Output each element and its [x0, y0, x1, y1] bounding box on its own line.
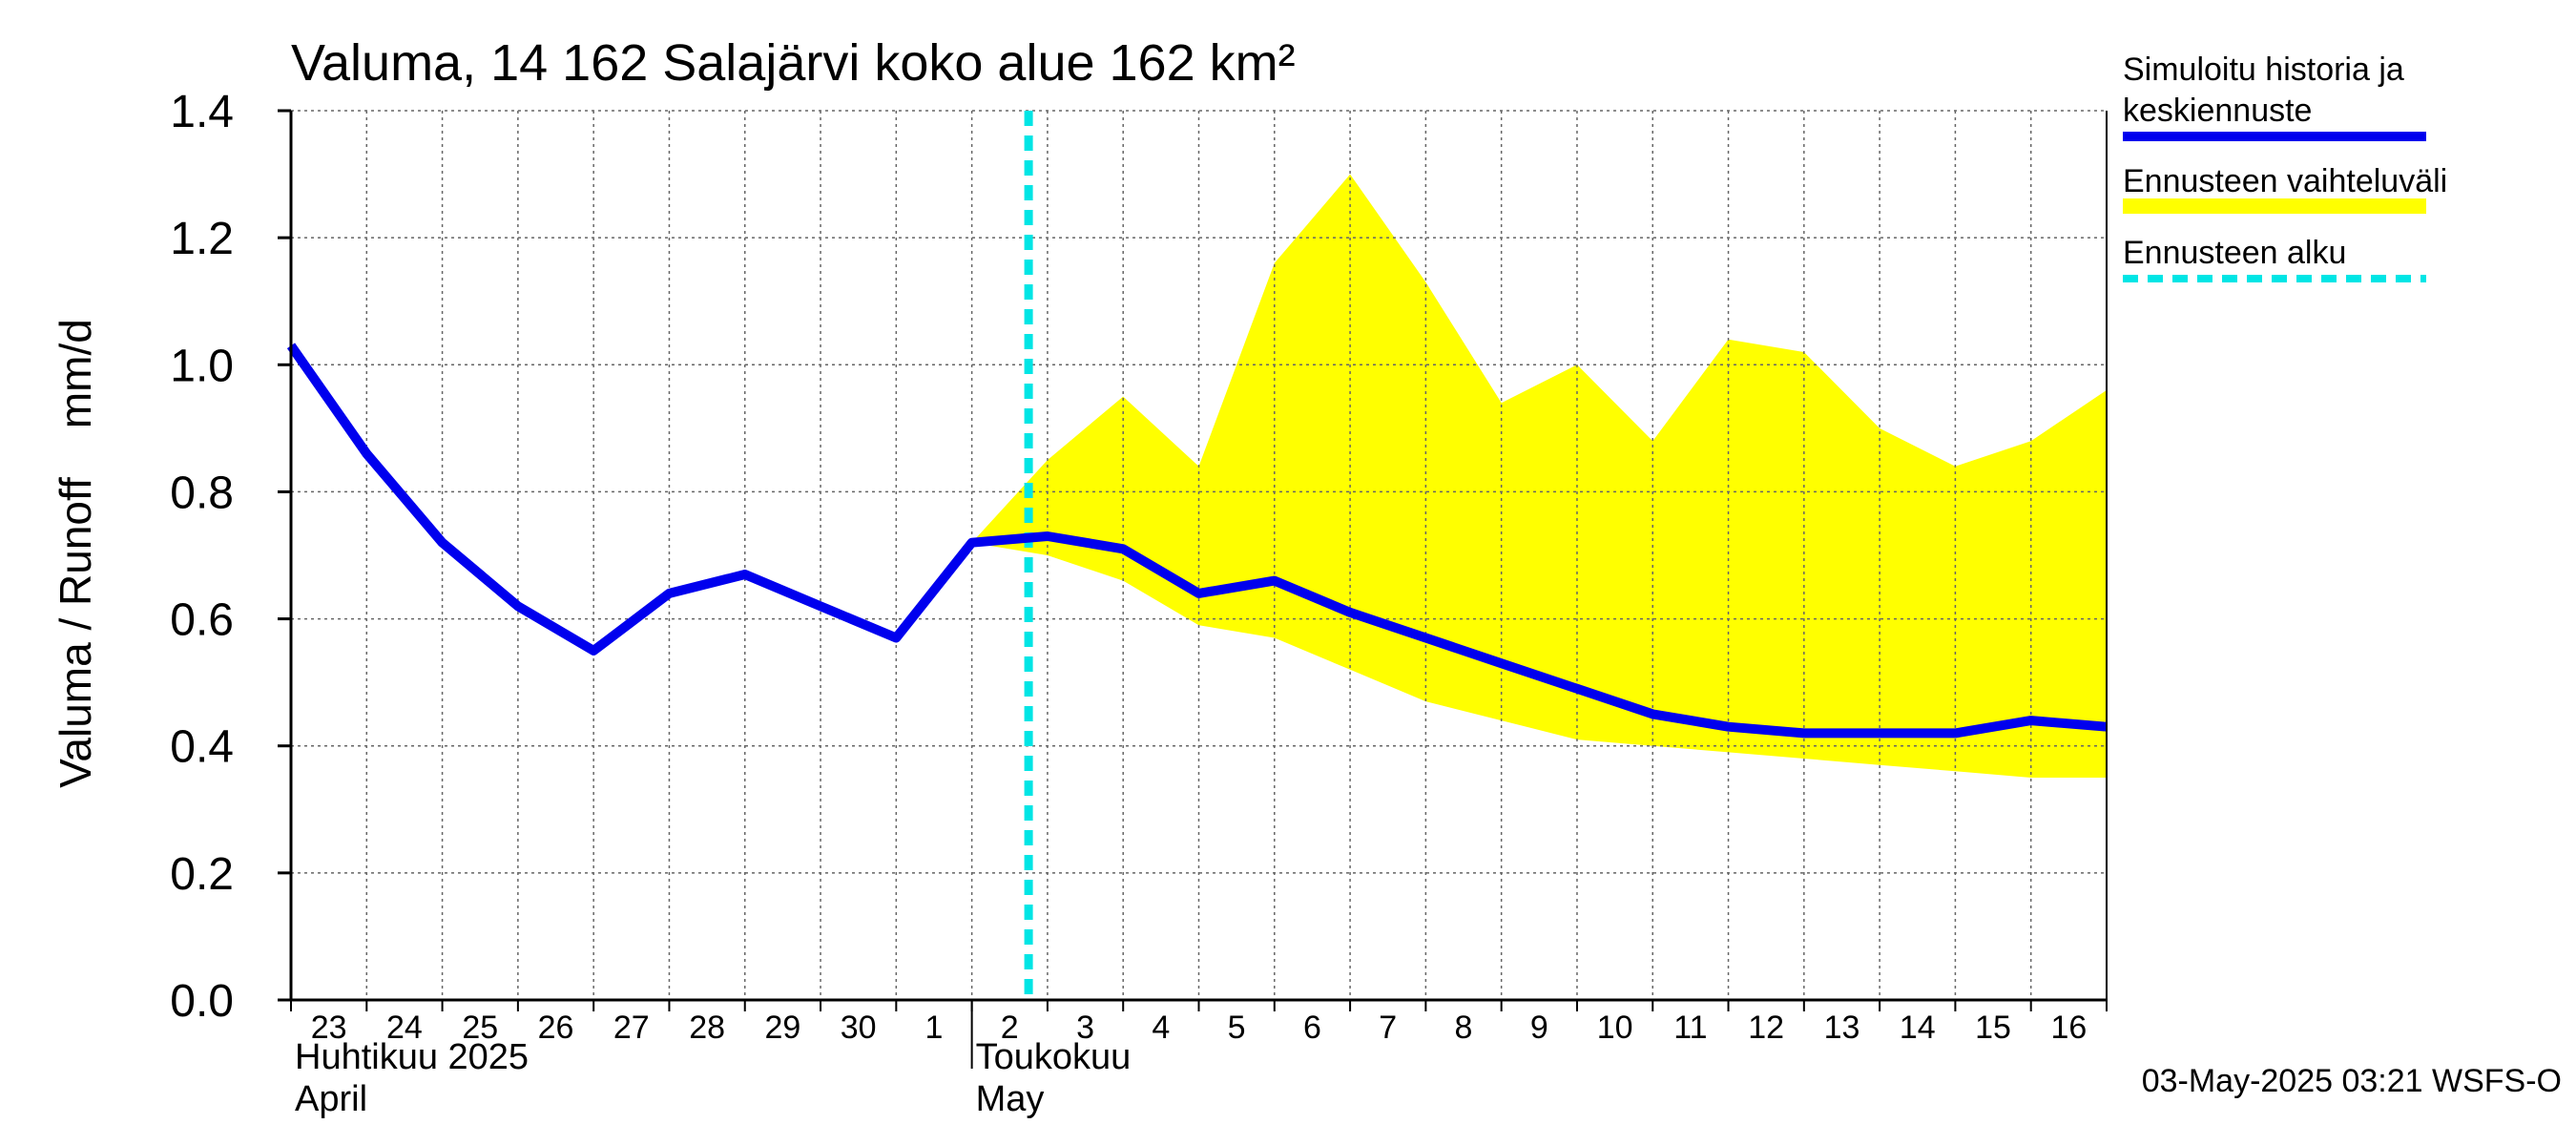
x-tick-label: 14	[1900, 1010, 1936, 1046]
x-tick-label: 23	[311, 1010, 347, 1046]
forecast-range-band-layer	[971, 174, 2107, 779]
month-label-en: April	[295, 1079, 367, 1119]
x-tick-label: 15	[1975, 1010, 2011, 1046]
x-tick-label: 25	[462, 1010, 498, 1046]
x-tick-label: 8	[1455, 1010, 1473, 1046]
month-label-fi: Huhtikuu 2025	[295, 1037, 529, 1077]
y-tick-label: 0.6	[170, 595, 234, 646]
y-tick-label: 0.0	[170, 976, 234, 1027]
y-tick-label: 1.2	[170, 214, 234, 264]
x-tick-label: 26	[538, 1010, 574, 1046]
x-tick-label: 1	[925, 1010, 944, 1046]
x-tick-label: 6	[1303, 1010, 1321, 1046]
x-tick-label: 4	[1152, 1010, 1170, 1046]
axis-layer	[278, 109, 2108, 1069]
forecast-range-band	[971, 174, 2107, 779]
y-tick-label: 0.2	[170, 849, 234, 900]
x-tick-label: 28	[689, 1010, 725, 1046]
x-tick-label: 27	[613, 1010, 650, 1046]
legend-label-forecast-start: Ennusteen alku	[2123, 235, 2346, 271]
tick-label-layer: 0.00.20.40.60.81.01.21.423 24 25 26 27 28 29 30…	[170, 87, 2087, 1119]
mean-line-layer	[286, 343, 2108, 739]
x-tick-label: 10	[1597, 1010, 1633, 1046]
x-tick-label: 7	[1379, 1010, 1397, 1046]
y-tick-label: 0.4	[170, 722, 234, 773]
x-tick-label: 30	[841, 1010, 877, 1046]
y-tick-label: 1.4	[170, 87, 234, 137]
x-tick-label: 12	[1748, 1010, 1784, 1046]
x-tick-label: 11	[1673, 1010, 1707, 1046]
x-tick-label: 29	[764, 1010, 800, 1046]
y-tick-label: 1.0	[170, 341, 234, 391]
x-tick-label: 5	[1228, 1010, 1246, 1046]
y-tick-label: 0.8	[170, 468, 234, 518]
month-label-en: May	[976, 1079, 1045, 1119]
legend-label-mean-line-line2: keskiennuste	[2123, 93, 2312, 129]
legend-label-range-band: Ennusteen vaihteluväli	[2123, 163, 2447, 199]
footer-timestamp: 03-May-2025 03:21 WSFS-O	[2142, 1063, 2562, 1099]
legend-label-mean-line-line1: Simuloitu historia ja	[2123, 52, 2404, 88]
x-tick-label: 3	[1076, 1010, 1094, 1046]
month-label-fi: Toukokuu	[976, 1037, 1132, 1077]
legend: Simuloitu historia ja keskiennuste Ennus…	[2123, 52, 2447, 282]
x-tick-label: 16	[2050, 1010, 2087, 1046]
mean-line	[286, 343, 2108, 739]
grid-layer	[291, 110, 2108, 1000]
chart-title: Valuma, 14 162 Salajärvi koko alue 162 k…	[291, 34, 1296, 92]
x-tick-label: 13	[1824, 1010, 1860, 1046]
x-tick-label: 2	[1001, 1010, 1019, 1046]
x-tick-label: 24	[386, 1010, 423, 1046]
x-tick-label: 9	[1530, 1010, 1548, 1046]
y-axis-label: Valuma / Runoff mm/d	[51, 319, 100, 788]
